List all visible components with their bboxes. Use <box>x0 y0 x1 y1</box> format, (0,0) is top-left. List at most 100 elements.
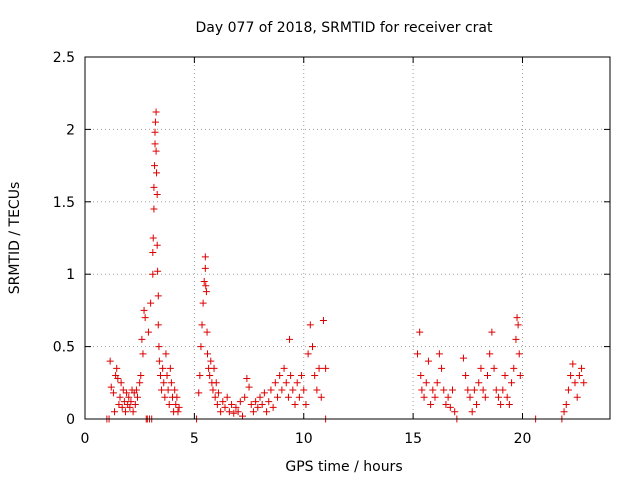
data-point <box>481 393 489 401</box>
x-tick-label: 20 <box>514 431 532 447</box>
data-point <box>199 299 207 307</box>
data-point <box>427 401 435 409</box>
data-point <box>201 253 209 261</box>
data-point <box>475 379 483 387</box>
data-point <box>118 403 126 411</box>
data-point <box>564 386 572 394</box>
data-point <box>499 386 507 394</box>
data-point <box>116 393 124 401</box>
data-point <box>282 379 290 387</box>
data-point <box>245 383 253 391</box>
data-point <box>438 364 446 372</box>
data-point <box>221 403 229 411</box>
data-point <box>230 409 238 417</box>
data-point <box>422 379 430 387</box>
data-point <box>510 364 518 372</box>
data-point <box>153 191 161 199</box>
data-point <box>153 241 161 249</box>
data-point <box>152 147 160 155</box>
data-point <box>580 379 588 387</box>
y-tick-label: 0 <box>66 412 75 428</box>
data-point <box>247 401 255 409</box>
data-point <box>429 386 437 394</box>
data-point <box>317 393 325 401</box>
data-point <box>217 408 225 416</box>
data-point <box>121 408 129 416</box>
data-point <box>141 314 149 322</box>
data-point <box>309 343 316 351</box>
chart-title: Day 077 of 2018, SRMTID for receiver cra… <box>196 20 493 36</box>
data-point <box>311 372 319 380</box>
x-tick-label: 15 <box>404 431 422 447</box>
data-point <box>232 403 240 411</box>
data-point <box>152 108 160 116</box>
data-point <box>161 393 169 401</box>
data-point <box>200 277 208 285</box>
data-point <box>578 364 586 372</box>
data-point <box>293 379 301 387</box>
data-point <box>435 350 443 358</box>
data-point <box>494 393 502 401</box>
data-point <box>291 401 299 409</box>
data-point <box>267 386 275 394</box>
data-point <box>573 393 581 401</box>
plot-frame <box>84 56 611 420</box>
data-point <box>129 408 137 416</box>
data-point <box>414 350 421 358</box>
data-point <box>196 372 204 380</box>
data-point <box>106 357 114 365</box>
data-point <box>417 372 425 380</box>
data-point <box>174 408 182 416</box>
data-point <box>300 386 308 394</box>
data-point <box>137 372 145 380</box>
data-point <box>254 403 262 411</box>
data-point <box>249 408 257 416</box>
data-point <box>234 408 242 416</box>
data-point <box>167 379 175 387</box>
data-point <box>158 386 166 394</box>
data-point <box>462 372 470 380</box>
data-point <box>514 321 522 329</box>
data-point <box>497 401 505 409</box>
data-point <box>225 408 233 416</box>
x-tick-label: 10 <box>295 431 313 447</box>
y-tick-label: 2 <box>66 122 75 138</box>
data-point <box>136 379 144 387</box>
data-point <box>256 393 264 401</box>
data-point <box>284 393 292 401</box>
data-point <box>271 379 279 387</box>
data-point <box>505 401 513 409</box>
data-point <box>274 393 281 401</box>
data-point <box>228 401 236 409</box>
data-point <box>151 140 159 148</box>
data-point <box>449 386 456 394</box>
data-point <box>150 183 158 191</box>
data-point <box>219 398 227 406</box>
data-point <box>162 350 170 358</box>
data-point <box>213 401 221 409</box>
data-point <box>571 379 579 387</box>
data-point <box>260 389 268 397</box>
data-point <box>153 169 161 177</box>
data-point <box>160 379 168 387</box>
data-point <box>134 393 141 401</box>
data-point <box>149 270 157 278</box>
data-point <box>304 350 312 358</box>
data-point <box>125 393 133 401</box>
data-point <box>263 408 271 416</box>
data-point <box>265 398 273 406</box>
data-point <box>154 321 162 329</box>
data-point <box>156 372 164 380</box>
data-point <box>120 398 128 406</box>
y-axis-label: SRMTID / TECUs <box>7 182 23 295</box>
data-point <box>211 393 219 401</box>
data-point <box>315 364 323 372</box>
data-point <box>195 389 203 397</box>
data-point <box>165 401 173 409</box>
y-tick-label: 1 <box>66 267 75 283</box>
data-point <box>207 357 215 365</box>
data-point <box>289 386 297 394</box>
data-point <box>286 335 294 343</box>
data-point <box>171 386 179 394</box>
